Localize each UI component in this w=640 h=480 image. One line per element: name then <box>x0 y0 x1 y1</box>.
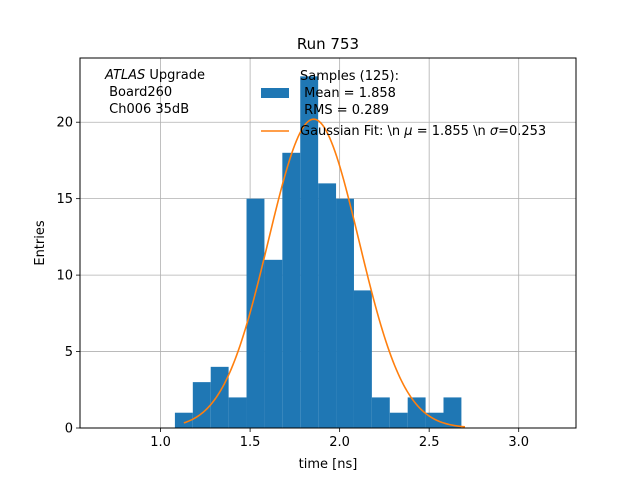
annotation-experiment: ATLAS <box>104 68 145 83</box>
histogram-bar <box>192 382 211 428</box>
gaussian-fit-curve <box>183 118 466 428</box>
legend-histogram-label: Samples (125): <box>300 69 399 84</box>
legend-fit-prefix: Gaussian Fit: \n <box>300 124 404 139</box>
y-tick-label: 5 <box>65 345 73 360</box>
legend-fit-mu-value: = 1.855 \n <box>413 124 490 139</box>
experiment-annotation: ATLAS Upgrade Board260 Ch006 35dB <box>104 68 205 117</box>
gaussian-fit <box>183 118 466 428</box>
legend-fit-mu-symbol: μ <box>403 124 412 139</box>
histogram-bar <box>246 198 265 428</box>
x-tick-label: 1.0 <box>150 435 171 450</box>
y-axis-label: Entries <box>33 220 48 266</box>
legend-histogram-swatch <box>261 88 289 98</box>
histogram-bar <box>174 412 193 428</box>
x-tick-label: 3.0 <box>508 435 529 450</box>
x-tick-label: 2.0 <box>329 435 350 450</box>
histogram-bar <box>389 412 408 428</box>
y-tick-label: 0 <box>65 422 73 437</box>
histogram-bar <box>282 152 301 428</box>
legend-fit-label: Gaussian Fit: \n μ = 1.855 \n σ=0.253 <box>300 124 546 139</box>
histogram-bar <box>443 397 462 428</box>
legend: Samples (125): Mean = 1.858 RMS = 0.289 … <box>261 69 546 139</box>
annotation-line-3: Ch006 35dB <box>105 102 189 117</box>
chart-title: Run 753 <box>297 35 359 53</box>
annotation-line-1: ATLAS Upgrade <box>104 68 205 83</box>
legend-rms-label: RMS = 0.289 <box>300 103 389 118</box>
histogram-bar <box>300 76 319 428</box>
legend-fit-sigma-value: =0.253 <box>498 124 546 139</box>
histogram-bar <box>353 290 372 428</box>
x-axis-label: time [ns] <box>299 457 358 472</box>
legend-mean-label: Mean = 1.858 <box>300 86 396 101</box>
plot-frame <box>79 57 577 429</box>
histogram-bar <box>264 259 283 428</box>
annotation-line-2: Board260 <box>105 85 172 100</box>
histogram-bar <box>336 198 354 428</box>
histogram-bar <box>371 397 390 428</box>
histogram-bar <box>228 397 247 428</box>
x-tick-label: 1.5 <box>240 435 261 450</box>
histogram-bar <box>210 366 229 428</box>
histogram-bar <box>318 183 337 428</box>
annotation-upgrade: Upgrade <box>145 68 205 83</box>
y-tick-label: 20 <box>56 116 73 131</box>
legend-fit-sigma-symbol: σ <box>490 124 499 139</box>
y-tick-label: 15 <box>56 192 73 207</box>
x-tick-label: 2.5 <box>419 435 440 450</box>
histogram-bar <box>407 397 426 428</box>
y-tick-label: 10 <box>56 269 73 284</box>
axis-ticks: 1.0 1.5 2.0 2.5 3.0 0 5 10 15 20 <box>56 116 529 450</box>
histogram-bars <box>174 76 462 428</box>
